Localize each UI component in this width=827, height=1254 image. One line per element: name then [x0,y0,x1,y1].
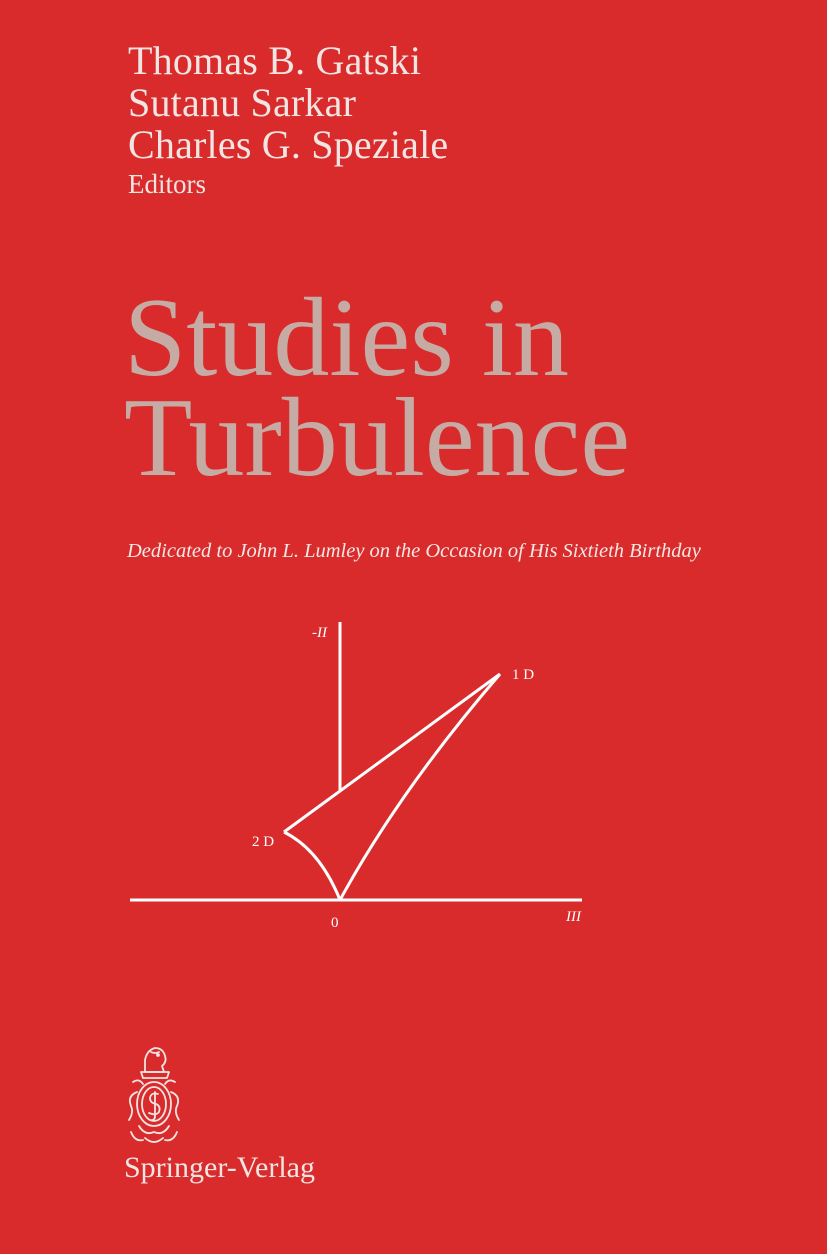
point-2d-label: 2 D [252,834,274,850]
axisymmetric-curve-left [283,830,342,901]
editors-block: Thomas B. Gatski Sutanu Sarkar Charles G… [128,40,448,200]
x-axis-label: III [565,909,582,925]
axisymmetric-curve-right [338,673,502,901]
editor-name: Thomas B. Gatski [128,38,422,83]
origin-label: 0 [331,915,339,931]
publisher-name: Springer-Verlag [124,1151,316,1184]
editor-name: Sutanu Sarkar [128,80,357,125]
y-axis-label: -II [312,625,328,641]
lumley-triangle-diagram: -II 1 D 2 D 0 III [130,622,582,931]
two-component-line [283,672,501,834]
book-title-line: Turbulence [124,376,631,500]
springer-knight-logo-icon [128,1047,180,1143]
book-title: Studies in Turbulence [124,276,631,500]
book-title-line: Studies in [124,276,569,400]
editor-name: Charles G. Speziale [128,122,449,167]
editors-role: Editors [128,169,206,199]
dedication: Dedicated to John L. Lumley on the Occas… [127,540,701,562]
point-1d-label: 1 D [512,667,534,683]
